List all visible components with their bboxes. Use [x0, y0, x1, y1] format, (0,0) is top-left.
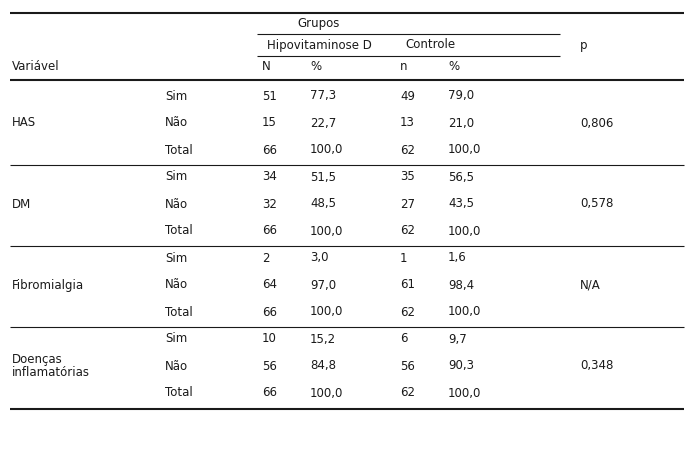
Text: 100,0: 100,0 — [310, 225, 344, 238]
Text: 66: 66 — [262, 144, 277, 156]
Text: %: % — [448, 61, 459, 74]
Text: 0,348: 0,348 — [580, 359, 613, 373]
Text: 0,806: 0,806 — [580, 117, 613, 130]
Text: Total: Total — [165, 225, 193, 238]
Text: 100,0: 100,0 — [448, 225, 482, 238]
Text: 22,7: 22,7 — [310, 117, 337, 130]
Text: 62: 62 — [400, 387, 415, 400]
Text: N/A: N/A — [580, 279, 601, 292]
Text: Grupos: Grupos — [297, 17, 339, 30]
Text: 6: 6 — [400, 332, 407, 345]
Text: 66: 66 — [262, 225, 277, 238]
Text: 100,0: 100,0 — [310, 306, 344, 319]
Text: 56: 56 — [262, 359, 277, 373]
Text: 13: 13 — [400, 117, 415, 130]
Text: 56,5: 56,5 — [448, 170, 474, 183]
Text: Controle: Controle — [405, 38, 455, 51]
Text: 62: 62 — [400, 306, 415, 319]
Text: DM: DM — [12, 198, 31, 211]
Text: 64: 64 — [262, 279, 277, 292]
Text: 1,6: 1,6 — [448, 251, 467, 264]
Text: 66: 66 — [262, 387, 277, 400]
Text: Não: Não — [165, 117, 188, 130]
Text: 43,5: 43,5 — [448, 198, 474, 211]
Text: 56: 56 — [400, 359, 415, 373]
Text: 61: 61 — [400, 279, 415, 292]
Text: Hipovitaminose D: Hipovitaminose D — [267, 38, 372, 51]
Text: 21,0: 21,0 — [448, 117, 474, 130]
Text: 100,0: 100,0 — [310, 387, 344, 400]
Text: 3,0: 3,0 — [310, 251, 328, 264]
Text: 15: 15 — [262, 117, 277, 130]
Text: 10: 10 — [262, 332, 277, 345]
Text: 66: 66 — [262, 306, 277, 319]
Text: 27: 27 — [400, 198, 415, 211]
Text: Fibromialgia: Fibromialgia — [12, 279, 84, 292]
Text: 15,2: 15,2 — [310, 332, 336, 345]
Text: 1: 1 — [400, 251, 407, 264]
Text: Doenças: Doenças — [12, 352, 62, 365]
Text: Não: Não — [165, 359, 188, 373]
Text: 51: 51 — [262, 89, 277, 102]
Text: Sim: Sim — [165, 170, 187, 183]
Text: 62: 62 — [400, 144, 415, 156]
Text: 100,0: 100,0 — [310, 144, 344, 156]
Text: Total: Total — [165, 387, 193, 400]
Text: Sim: Sim — [165, 332, 187, 345]
Text: %: % — [310, 61, 321, 74]
Text: 48,5: 48,5 — [310, 198, 336, 211]
Text: 2: 2 — [262, 251, 269, 264]
Text: Total: Total — [165, 144, 193, 156]
Text: 90,3: 90,3 — [448, 359, 474, 373]
Text: 62: 62 — [400, 225, 415, 238]
Text: p: p — [580, 38, 588, 51]
Text: N: N — [262, 61, 271, 74]
Text: Não: Não — [165, 279, 188, 292]
Text: inflamatórias: inflamatórias — [12, 367, 90, 380]
Text: Total: Total — [165, 306, 193, 319]
Text: 98,4: 98,4 — [448, 279, 474, 292]
Text: 77,3: 77,3 — [310, 89, 336, 102]
Text: 84,8: 84,8 — [310, 359, 336, 373]
Text: 100,0: 100,0 — [448, 144, 482, 156]
Text: 9,7: 9,7 — [448, 332, 467, 345]
Text: Não: Não — [165, 198, 188, 211]
Text: 35: 35 — [400, 170, 415, 183]
Text: Sim: Sim — [165, 251, 187, 264]
Text: 51,5: 51,5 — [310, 170, 336, 183]
Text: Sim: Sim — [165, 89, 187, 102]
Text: HAS: HAS — [12, 117, 36, 130]
Text: 49: 49 — [400, 89, 415, 102]
Text: 79,0: 79,0 — [448, 89, 474, 102]
Text: 100,0: 100,0 — [448, 306, 482, 319]
Text: 34: 34 — [262, 170, 277, 183]
Text: 32: 32 — [262, 198, 277, 211]
Text: 100,0: 100,0 — [448, 387, 482, 400]
Text: Variável: Variável — [12, 61, 60, 74]
Text: n: n — [400, 61, 407, 74]
Text: 97,0: 97,0 — [310, 279, 336, 292]
Text: 0,578: 0,578 — [580, 198, 613, 211]
